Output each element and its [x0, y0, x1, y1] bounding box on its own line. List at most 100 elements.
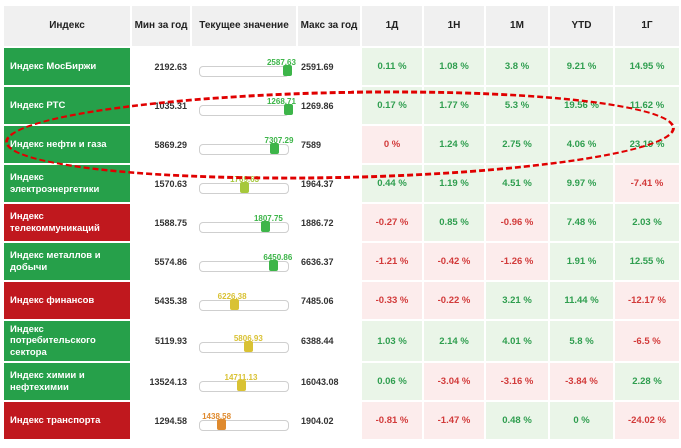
index-name-cell[interactable]: Индекс транспорта: [4, 402, 130, 440]
change-cell-1m: -1.26 %: [486, 243, 548, 280]
change-cell-1y: -24.02 %: [615, 402, 679, 440]
max-value: 1886.72: [298, 204, 360, 241]
change-cell-1m: 3.21 %: [486, 282, 548, 319]
change-cell-1w: 2.14 %: [424, 321, 484, 362]
change-cell-1w: -1.47 %: [424, 402, 484, 440]
index-name-cell[interactable]: Индекс потребительского сектора: [4, 321, 130, 362]
current-value-marker: [283, 65, 293, 76]
change-cell-1m: 4.51 %: [486, 165, 548, 202]
column-header-8: 1Г: [615, 6, 679, 46]
column-header-5: 1Н: [424, 6, 484, 46]
min-value: 1294.58: [132, 402, 190, 440]
change-cell-ytd: 9.21 %: [550, 48, 613, 85]
change-cell-ytd: 11.44 %: [550, 282, 613, 319]
change-cell-ytd: -3.84 %: [550, 363, 613, 401]
range-bar-cell: 1769.63: [192, 165, 296, 202]
index-name-cell[interactable]: Индекс РТС: [4, 87, 130, 124]
current-value-marker: [240, 182, 250, 193]
change-cell-1w: 1.08 %: [424, 48, 484, 85]
change-cell-1y: 2.28 %: [615, 363, 679, 401]
min-value: 5574.86: [132, 243, 190, 280]
current-value-marker: [268, 260, 278, 271]
range-bar-cell: 7307.29: [192, 126, 296, 163]
max-value: 2591.69: [298, 48, 360, 85]
column-header-7: YTD: [550, 6, 613, 46]
change-cell-ytd: 5.8 %: [550, 321, 613, 362]
index-name-cell[interactable]: Индекс химии и нефтехимии: [4, 363, 130, 401]
change-cell-ytd: 1.91 %: [550, 243, 613, 280]
range-bar-cell: 1438.58: [192, 402, 296, 440]
min-value: 13524.13: [132, 363, 190, 401]
change-cell-ytd: 19.56 %: [550, 87, 613, 124]
index-name-cell[interactable]: Индекс телекоммуникаций: [4, 204, 130, 241]
range-bar: [199, 419, 289, 432]
change-cell-1d: -0.81 %: [362, 402, 422, 440]
range-bar: [199, 143, 289, 155]
min-value: 1570.63: [132, 165, 190, 202]
column-header-6: 1М: [486, 6, 548, 46]
current-value-label: 7307.29: [264, 136, 294, 145]
current-value-marker: [216, 419, 226, 431]
change-cell-1m: -3.16 %: [486, 363, 548, 401]
change-cell-ytd: 0 %: [550, 402, 613, 440]
index-name-cell[interactable]: Индекс финансов: [4, 282, 130, 319]
max-value: 1964.37: [298, 165, 360, 202]
current-value-marker: [260, 221, 270, 232]
change-cell-1w: -0.42 %: [424, 243, 484, 280]
change-cell-1y: 2.03 %: [615, 204, 679, 241]
change-cell-1y: -7.41 %: [615, 165, 679, 202]
change-cell-1w: 1.19 %: [424, 165, 484, 202]
range-bar: [199, 221, 289, 233]
range-bar: [199, 380, 289, 393]
min-value: 5119.93: [132, 321, 190, 362]
change-cell-1y: 11.62 %: [615, 87, 679, 124]
max-value: 7485.06: [298, 282, 360, 319]
current-value-label: 2587.63: [266, 58, 296, 67]
change-cell-1m: 3.8 %: [486, 48, 548, 85]
max-value: 16043.08: [298, 363, 360, 401]
column-header-3: Макс за год: [298, 6, 360, 46]
change-cell-1d: -1.21 %: [362, 243, 422, 280]
current-value-label: 6226.38: [217, 292, 247, 301]
index-name-cell[interactable]: Индекс металлов и добычи: [4, 243, 130, 280]
change-cell-1y: 14.95 %: [615, 48, 679, 85]
range-bar: [199, 182, 289, 194]
current-value-label: 14711.13: [224, 373, 258, 383]
max-value: 6636.37: [298, 243, 360, 280]
range-bar-cell: 14711.13: [192, 363, 296, 401]
range-bar: [199, 104, 293, 116]
max-value: 6388.44: [298, 321, 360, 362]
range-bar: [199, 260, 289, 272]
range-bar-cell: 1807.75: [192, 204, 296, 241]
current-value-label: 5806.93: [233, 334, 263, 344]
range-bar-cell: 5806.93: [192, 321, 296, 362]
change-cell-1m: 0.48 %: [486, 402, 548, 440]
column-header-4: 1Д: [362, 6, 422, 46]
index-name-cell[interactable]: Индекс электроэнергетики: [4, 165, 130, 202]
change-cell-1y: 23.19 %: [615, 126, 679, 163]
change-cell-1w: 1.24 %: [424, 126, 484, 163]
change-cell-1w: 0.85 %: [424, 204, 484, 241]
current-value-label: 1438.58: [202, 412, 232, 422]
current-value-marker: [243, 341, 253, 353]
change-cell-ytd: 4.06 %: [550, 126, 613, 163]
current-value-marker: [269, 143, 279, 154]
current-value-label: 1268.71: [266, 97, 296, 106]
change-cell-1d: 0 %: [362, 126, 422, 163]
change-cell-1d: 0.06 %: [362, 363, 422, 401]
change-cell-1m: 4.01 %: [486, 321, 548, 362]
change-cell-1d: 0.17 %: [362, 87, 422, 124]
change-cell-ytd: 9.97 %: [550, 165, 613, 202]
change-cell-1w: 1.77 %: [424, 87, 484, 124]
change-cell-1y: -12.17 %: [615, 282, 679, 319]
change-cell-1d: 0.11 %: [362, 48, 422, 85]
range-bar-cell: 2587.63: [192, 48, 296, 85]
change-cell-1w: -0.22 %: [424, 282, 484, 319]
min-value: 1035.31: [132, 87, 190, 124]
column-header-1: Мин за год: [132, 6, 190, 46]
change-cell-1y: -6.5 %: [615, 321, 679, 362]
index-name-cell[interactable]: Индекс нефти и газа: [4, 126, 130, 163]
current-value-marker: [283, 104, 293, 115]
index-name-cell[interactable]: Индекс МосБиржи: [4, 48, 130, 85]
